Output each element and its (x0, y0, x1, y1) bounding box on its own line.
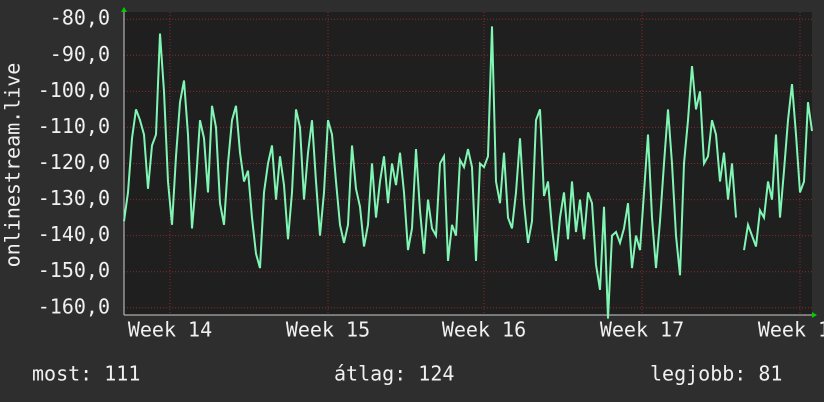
y-tick-label: -120,0 (38, 150, 110, 174)
y-tick-label: -100,0 (38, 78, 110, 102)
y-tick-label: -130,0 (38, 186, 110, 210)
y-axis-label: onlinestream.live (1, 63, 25, 268)
y-tick-label: -80,0 (50, 6, 110, 30)
footer-stat: átlag: 124 (334, 362, 454, 386)
footer-stat: most: 111 (32, 362, 140, 386)
y-tick-label: -160,0 (38, 294, 110, 318)
data-line (123, 26, 813, 319)
y-tick-label: -140,0 (38, 222, 110, 246)
x-tick-label: Week 16 (442, 318, 526, 342)
x-tick-label: Week 18 (758, 318, 824, 342)
footer-stat: legjobb: 81 (650, 362, 782, 386)
x-tick-label: Week 14 (128, 318, 212, 342)
y-tick-label: -110,0 (38, 114, 110, 138)
arrow (121, 7, 127, 12)
x-tick-label: Week 15 (286, 318, 370, 342)
y-tick-label: -150,0 (38, 258, 110, 282)
y-tick-label: -90,0 (50, 42, 110, 66)
x-tick-label: Week 17 (600, 318, 684, 342)
arrow (812, 312, 817, 318)
